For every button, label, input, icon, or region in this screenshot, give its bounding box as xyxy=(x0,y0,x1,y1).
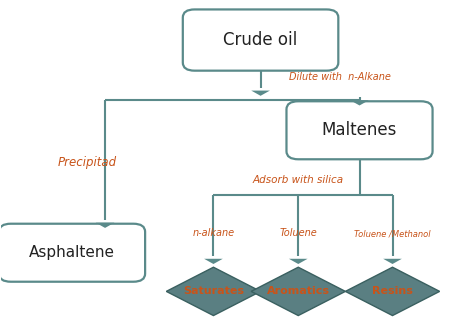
FancyBboxPatch shape xyxy=(0,224,145,282)
Polygon shape xyxy=(289,259,308,264)
Polygon shape xyxy=(251,91,270,96)
Polygon shape xyxy=(204,259,223,264)
Text: Crude oil: Crude oil xyxy=(223,31,298,49)
Text: Dilute with  n-Alkane: Dilute with n-Alkane xyxy=(289,72,391,82)
Text: Asphaltene: Asphaltene xyxy=(29,245,115,260)
Text: Maltenes: Maltenes xyxy=(322,121,397,139)
Polygon shape xyxy=(346,267,439,316)
Polygon shape xyxy=(350,100,369,106)
Text: Resins: Resins xyxy=(372,286,413,296)
Polygon shape xyxy=(383,259,402,264)
Text: Toluene: Toluene xyxy=(279,228,317,238)
Polygon shape xyxy=(96,223,114,228)
FancyBboxPatch shape xyxy=(183,9,338,71)
Text: Aromatics: Aromatics xyxy=(267,286,330,296)
Polygon shape xyxy=(166,267,261,316)
Text: n-alkane: n-alkane xyxy=(192,228,235,238)
Text: Precipitad: Precipitad xyxy=(58,156,117,169)
Text: Toluene /Methanol: Toluene /Methanol xyxy=(354,229,431,238)
FancyBboxPatch shape xyxy=(286,101,433,159)
Text: Saturates: Saturates xyxy=(183,286,244,296)
Polygon shape xyxy=(251,267,346,316)
Text: Adsorb with silica: Adsorb with silica xyxy=(253,175,344,185)
